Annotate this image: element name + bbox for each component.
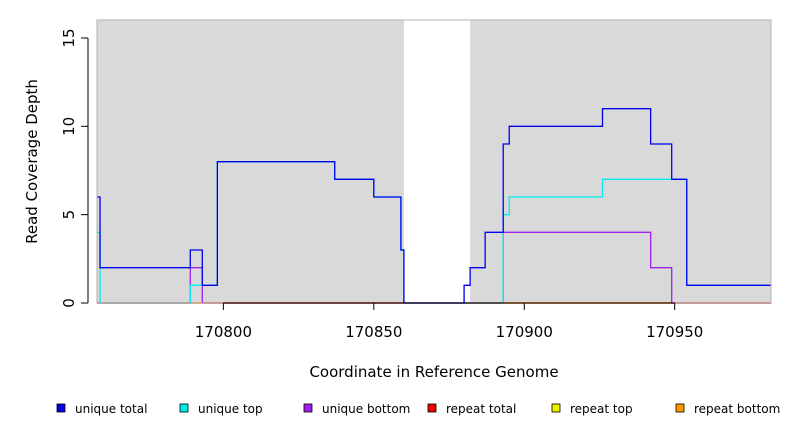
legend-swatch [675,403,685,413]
series-unique-total [97,108,771,304]
legend-label: repeat total [446,402,516,416]
y-tick-label: 15 [60,28,78,47]
y-tick-label: 0 [60,298,78,308]
shaded-region-2 [470,20,771,303]
x-axis: 170800 170850 170900 170950 [195,302,703,341]
legend-swatch [303,403,313,413]
legend-swatch [179,403,189,413]
y-axis: 0 5 10 15 [60,28,89,308]
legend-label: repeat top [570,402,633,416]
x-axis-title: Coordinate in Reference Genome [309,363,558,381]
legend: unique total unique top unique bottom repea… [56,402,780,416]
shaded-regions [97,20,771,303]
x-tick-label: 170800 [195,323,252,341]
x-tick-label: 170850 [345,323,402,341]
x-tick-label: 170900 [496,323,553,341]
legend-label: unique bottom [322,402,410,416]
legend-label: unique total [75,402,147,416]
y-tick-label: 10 [60,117,78,136]
legend-label: unique top [198,402,263,416]
y-axis-title: Read Coverage Depth [23,79,41,244]
y-tick-label: 5 [60,210,78,220]
x-tick-label: 170950 [646,323,703,341]
legend-swatch [56,403,66,413]
legend-swatch [551,403,561,413]
legend-label: repeat bottom [694,402,780,416]
legend-swatch [427,403,437,413]
